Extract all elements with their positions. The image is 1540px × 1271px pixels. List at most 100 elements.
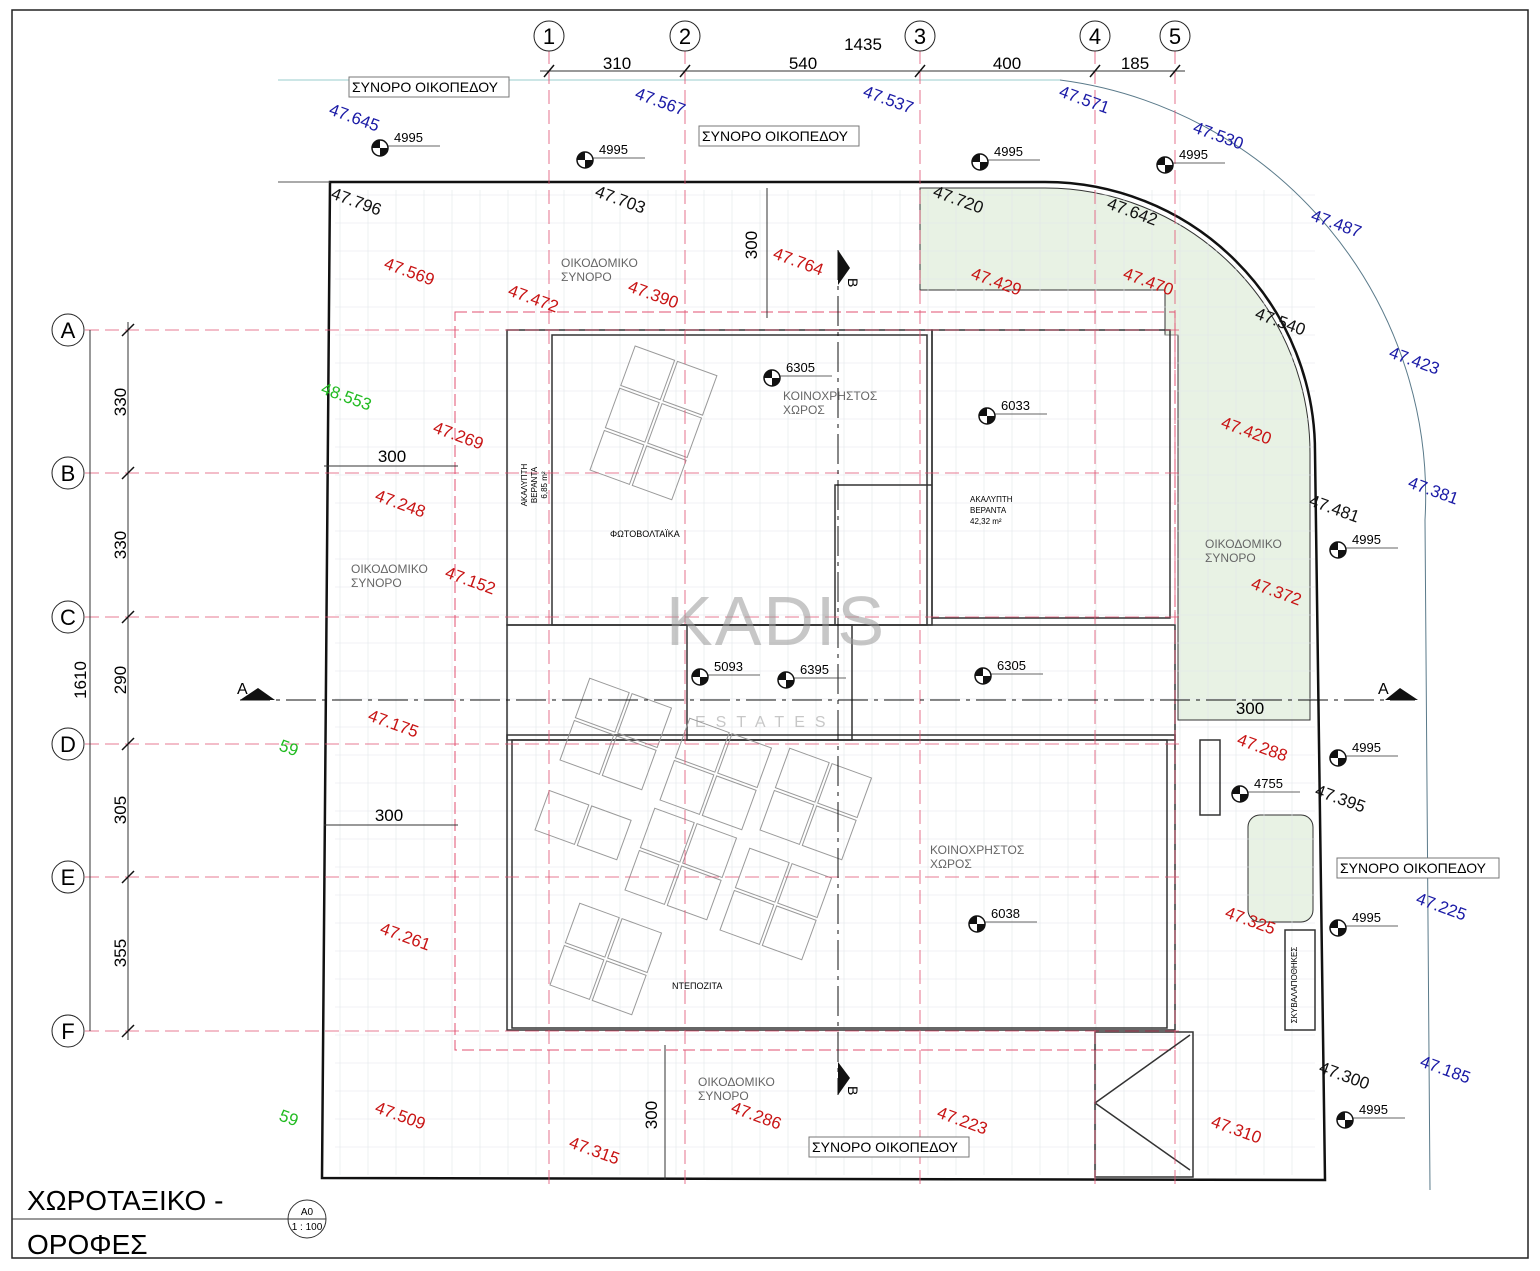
common-area-label: ΧΩΡΟΣ — [783, 403, 825, 417]
solar-panel-group — [549, 902, 663, 1016]
dimension-value: 310 — [603, 54, 631, 73]
dimension-tick — [121, 737, 135, 751]
dimension-tick — [914, 64, 926, 78]
bin-store-label: ΣΚΥΒΑΛΑΠΟΘΗΚΕΣ — [1290, 947, 1299, 1024]
spot-elevation: 47.175 — [366, 706, 421, 742]
label-box — [698, 125, 860, 147]
grid-column-label: 2 — [679, 24, 691, 49]
level-marker: 6038 — [968, 906, 1037, 933]
level-marker: 4995 — [1329, 532, 1398, 559]
section-arrow-icon — [1385, 688, 1418, 700]
dimension-value: 305 — [111, 796, 130, 824]
annotations: ΣΥΝΟΡΟ ΟΙΚΟΠΕΔΟΥ ΣΥΝΟΡΟ ΟΙΚΟΠΕΔΟΥ ΣΥΝΟΡΟ Ο… — [348, 76, 1500, 1158]
grid-bubble — [533, 20, 565, 52]
building-line-label: ΣΥΝΟΡΟ — [1205, 551, 1256, 565]
section-arrow-icon — [838, 1062, 850, 1095]
spot-elevation: 47.286 — [729, 1098, 784, 1134]
dimension-value: 540 — [789, 54, 817, 73]
solar-panel — [559, 719, 615, 776]
level-marker-icon — [1330, 920, 1346, 936]
level-markers: 4995 4995 4995 4995 4995 4995 4995 4995 6305 6033… — [371, 130, 1405, 1129]
dimension-tick — [121, 610, 135, 624]
building-line — [454, 311, 1176, 1051]
solar-panel — [617, 692, 673, 749]
dimension-tick — [121, 466, 135, 480]
building-line-label: ΟΙΚΟΔΟΜΙΚΟ — [351, 562, 428, 576]
spot-elevation: 47.225 — [1414, 889, 1469, 925]
level-marker-icon — [692, 669, 708, 685]
spot-elevation: 47.567 — [633, 84, 688, 120]
level-value: 4995 — [994, 144, 1023, 159]
level-marker: 4995 — [1329, 910, 1398, 937]
spot-elevation: 47.796 — [329, 184, 384, 220]
solar-panel-group — [589, 345, 718, 501]
spot-elevation: 47.645 — [327, 100, 382, 136]
solar-panel — [564, 902, 620, 958]
level-marker: 6395 — [777, 662, 846, 689]
section-label-b: B — [845, 1086, 861, 1095]
grid-column-label: 5 — [1169, 24, 1181, 49]
level-value: 4995 — [1179, 147, 1208, 162]
common-area-label: ΧΩΡΟΣ — [930, 857, 972, 871]
grid-bubble — [904, 20, 936, 52]
spot-elevation: 47.152 — [443, 563, 498, 599]
level-value: 4995 — [599, 142, 628, 157]
solar-panel-group — [719, 847, 833, 961]
level-marker: 4995 — [1156, 147, 1225, 174]
veranda-label: ΑΚΑΛΥΠΤΗ — [970, 495, 1013, 504]
solar-panel — [534, 789, 590, 846]
dimension-tick — [679, 64, 691, 78]
dimension-tick — [1089, 64, 1101, 78]
solar-panel — [701, 775, 757, 831]
dimension-tick — [1169, 64, 1181, 78]
level-marker: 4995 — [971, 144, 1040, 171]
solar-panel — [682, 822, 738, 879]
spot-elevation: 47.248 — [373, 486, 428, 522]
level-marker-icon — [372, 140, 388, 156]
spot-elevation: 47.315 — [567, 1133, 622, 1169]
solar-panel — [589, 429, 645, 486]
grid-bubble — [51, 727, 85, 761]
grid-bubble — [51, 313, 85, 347]
spot-elevation: 47.472 — [506, 281, 561, 317]
common-area-label: ΚΟΙΝΟΧΡΗΣΤΟΣ — [930, 843, 1024, 857]
level-marker-icon — [969, 916, 985, 932]
level-marker-icon — [764, 370, 780, 386]
dimension-tick — [121, 1024, 135, 1038]
level-value: 6395 — [800, 662, 829, 677]
grid-row-label: E — [61, 865, 76, 890]
grid-bubble — [1159, 20, 1191, 52]
spot-elevation: 47.569 — [382, 254, 437, 290]
grid-row-label: B — [61, 461, 76, 486]
solar-panel — [759, 789, 815, 846]
spot-elevation: 47.487 — [1309, 206, 1364, 242]
dimension-tick — [121, 870, 135, 884]
spot-elevation: 47.288 — [1235, 730, 1290, 766]
section-label-a: A — [237, 681, 248, 698]
spot-elevation: 47.310 — [1209, 1112, 1264, 1148]
section-label-a: A — [1378, 681, 1389, 698]
solar-panel — [666, 865, 722, 921]
level-marker-icon — [1337, 1112, 1353, 1128]
grid-bubble — [51, 1014, 85, 1048]
solar-panel — [601, 735, 657, 791]
spot-elevation: 59 — [277, 736, 301, 760]
solar-panel — [734, 847, 790, 903]
drawing-title: ΧΩΡΟΤΑΞΙΚΟ - — [27, 1185, 223, 1216]
dimension-total: 1435 — [844, 35, 882, 54]
planting-area-small — [1247, 814, 1314, 923]
sheet-size: A0 — [301, 1207, 314, 1218]
watermark-sub: ESTATES — [695, 714, 836, 731]
solar-panel — [761, 905, 817, 961]
building-line-label: ΟΙΚΟΔΟΜΙΚΟ — [561, 256, 638, 270]
solar-panel — [624, 849, 680, 906]
spot-elevation: 47.223 — [935, 1103, 990, 1139]
solar-panels — [534, 345, 873, 1016]
grid-column-label: 1 — [543, 24, 555, 49]
solar-panel-group — [659, 717, 773, 831]
solar-panel-group — [759, 747, 873, 861]
solar-panel — [574, 677, 630, 733]
level-marker: 6305 — [974, 658, 1043, 685]
solar-panel — [662, 360, 718, 416]
